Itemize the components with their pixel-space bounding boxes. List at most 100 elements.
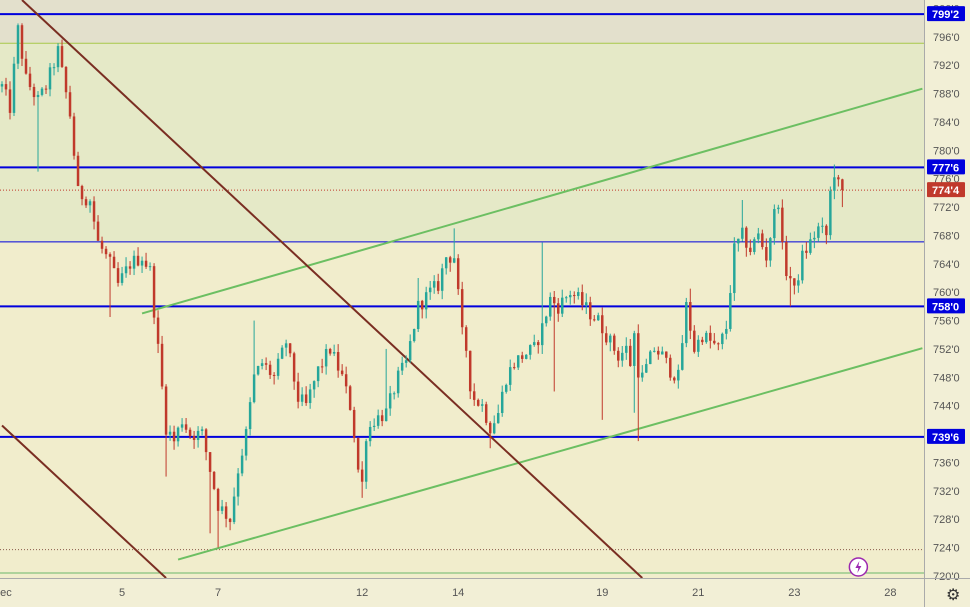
candle-body [48,67,52,90]
candle-body [128,266,132,269]
time-tick-label: 21 [692,587,704,599]
candle-body [356,438,360,470]
candle-body [40,88,44,95]
price-tag-2: 758'0 [932,301,959,313]
candle-body [809,239,812,253]
candle-body [496,413,500,424]
candle-body [733,243,736,294]
candle-body [216,488,220,511]
candle-body [112,256,116,269]
candle-body [440,268,444,291]
candle-body [793,278,796,286]
candle-body [180,424,184,428]
candle-body [248,402,252,430]
candle-body [785,241,788,277]
candle-body [669,357,672,378]
candle-body [468,350,472,392]
price-tick-label: 724'0 [933,543,960,555]
price-tick-label: 788'0 [933,89,960,101]
candle-body [805,250,808,253]
candle-body [821,225,824,227]
candle-body [136,255,140,266]
candle-body [164,386,168,435]
candle-body [605,333,608,343]
trendline-2 [21,0,643,579]
price-tag-bg-2 [927,298,965,314]
candle-body [673,377,676,381]
candle-body [412,329,416,342]
time-tick-label: 28 [884,587,896,599]
candle-body [797,280,800,286]
candle-body [312,381,316,390]
time-tick-label: 5 [119,587,125,599]
time-axis-bg [0,578,924,607]
candle-body [625,345,628,353]
candle-body [272,374,276,376]
candle-body [32,86,36,98]
candle-body [781,207,784,242]
candle-body [4,84,8,90]
price-tick-label: 728'0 [933,514,960,526]
candle-body [833,177,836,191]
candle-body [156,317,160,344]
candle-body [741,227,744,239]
candle-body [825,225,828,236]
candle-body [464,327,468,351]
candle-body [368,426,372,442]
price-tick-label: 756'0 [933,316,960,328]
price-tag-3: 739'6 [932,432,959,444]
price-tick-label: 736'0 [933,457,960,469]
candle-body [508,367,512,385]
candle-body [284,343,288,348]
candle-body [12,63,16,113]
candle-body [0,84,4,87]
lightning-icon-bolt [855,561,862,573]
candle-body [268,364,272,375]
candle-body [80,185,84,200]
candle-body [176,427,180,442]
candle-body [68,92,72,117]
price-tag-bg-6 [927,182,965,198]
candle-body [653,350,656,352]
price-tag-6: 774'4 [932,185,960,197]
candle-body [705,332,708,343]
candle-body [745,227,748,248]
candles [0,23,844,548]
candle-body [204,429,208,453]
price-axis[interactable]: 720'0724'0728'0732'0736'0740'0744'0748'0… [924,0,970,607]
candle-body [184,424,188,430]
candle-body [396,370,400,394]
candle-body [392,393,396,395]
candle-body [661,351,664,355]
candle-body [232,496,236,523]
candle-body [500,391,504,414]
candle-body [208,452,212,472]
candle-body [773,209,776,239]
price-tag-bg-1 [927,159,965,175]
candle-body [492,423,496,434]
candle-body [516,355,520,368]
trendline-1 [177,347,923,561]
candle-body [801,250,804,281]
candle-body [641,372,644,378]
price-tick-label: 764'0 [933,259,960,271]
candle-body [348,386,352,410]
candle-body [749,247,752,252]
candle-body [701,339,704,343]
candle-body [236,473,240,497]
price-tick-label: 784'0 [933,117,960,129]
time-axis[interactable]: Dec 5 7 12 14 19 21 23 28 [0,578,970,607]
candle-body [344,374,348,387]
candle-body [260,363,264,367]
candle-body [340,370,344,375]
candle-body [244,429,248,456]
time-tick-label: 7 [215,587,221,599]
candle-body [188,429,192,436]
gear-icon[interactable]: ⚙ [946,587,961,604]
candle-body [729,293,732,329]
candle-body [72,116,76,156]
candle-body [472,391,476,400]
candle-body [56,46,60,68]
